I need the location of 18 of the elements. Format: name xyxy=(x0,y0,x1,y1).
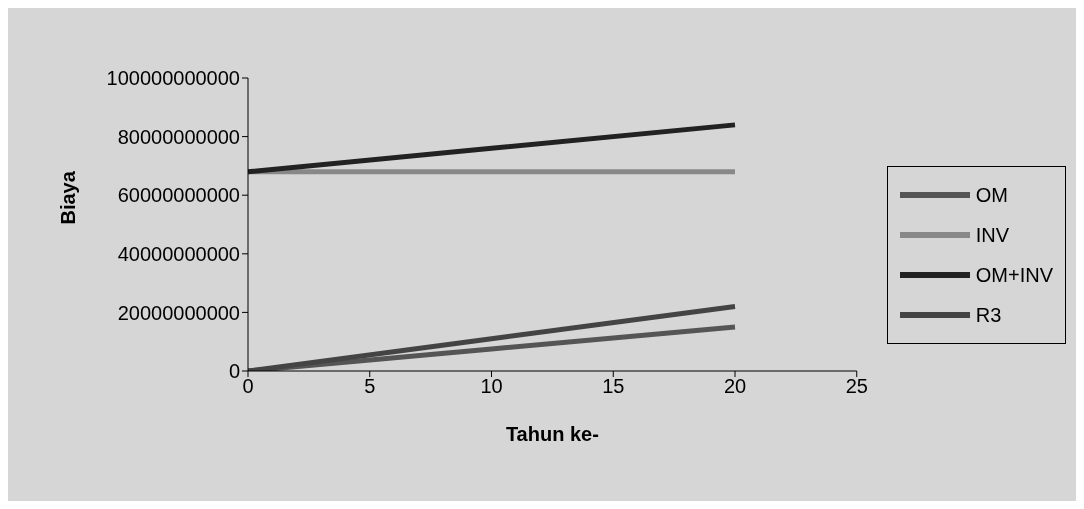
x-tick-label: 10 xyxy=(480,375,503,398)
y-tick-label: 60000000000 xyxy=(117,184,240,207)
x-axis-title: Tahun ke- xyxy=(505,423,599,445)
x-tick-label: 20 xyxy=(723,375,747,398)
y-axis-title: Biaya xyxy=(57,170,80,225)
legend-label: R3 xyxy=(975,302,1002,328)
legend-label: OM+INV xyxy=(975,262,1053,288)
x-tick-label: 25 xyxy=(845,375,868,398)
legend-label: OM xyxy=(975,182,1008,208)
y-tick-label: 80000000000 xyxy=(117,125,240,148)
x-tick-label: 5 xyxy=(364,375,376,398)
x-tick-label: 0 xyxy=(242,375,254,398)
y-tick-label: 0 xyxy=(228,360,240,383)
y-tick-label: 20000000000 xyxy=(117,301,240,324)
y-tick-label: 100000000000 xyxy=(106,67,240,90)
y-tick-label: 40000000000 xyxy=(117,242,240,265)
legend-label: INV xyxy=(975,222,1010,248)
x-tick-label: 15 xyxy=(602,375,625,398)
